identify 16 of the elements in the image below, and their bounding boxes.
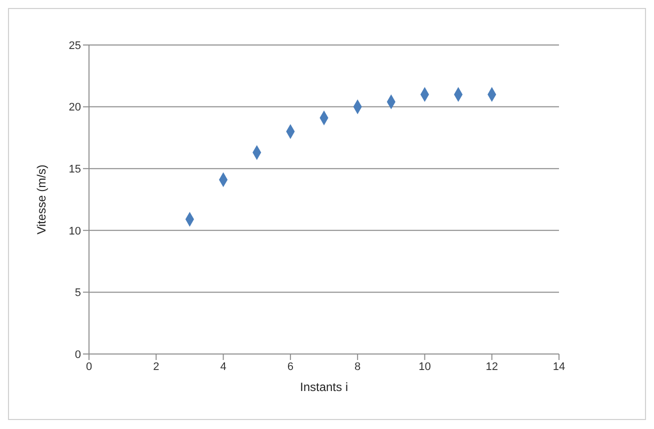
- y-axis-title: Vitesse (m/s): [34, 164, 48, 234]
- y-tick-label: 25: [68, 40, 81, 52]
- x-tick-label: 14: [552, 360, 566, 373]
- x-tick-label: 0: [86, 360, 92, 373]
- y-tick-label: 0: [74, 348, 81, 361]
- y-tick-label: 5: [74, 287, 81, 300]
- x-tick-label: 2: [153, 360, 160, 373]
- y-tick-label: 20: [68, 102, 81, 114]
- x-axis-title: Instants i: [300, 380, 348, 394]
- y-tick-label: 10: [68, 225, 81, 238]
- y-tick-label: 15: [68, 164, 81, 176]
- x-tick-label: 12: [486, 360, 498, 373]
- x-tick-label: 10: [418, 360, 431, 373]
- x-tick-label: 6: [287, 360, 294, 373]
- x-tick-label: 4: [220, 360, 226, 373]
- x-tick-label: 8: [354, 360, 361, 373]
